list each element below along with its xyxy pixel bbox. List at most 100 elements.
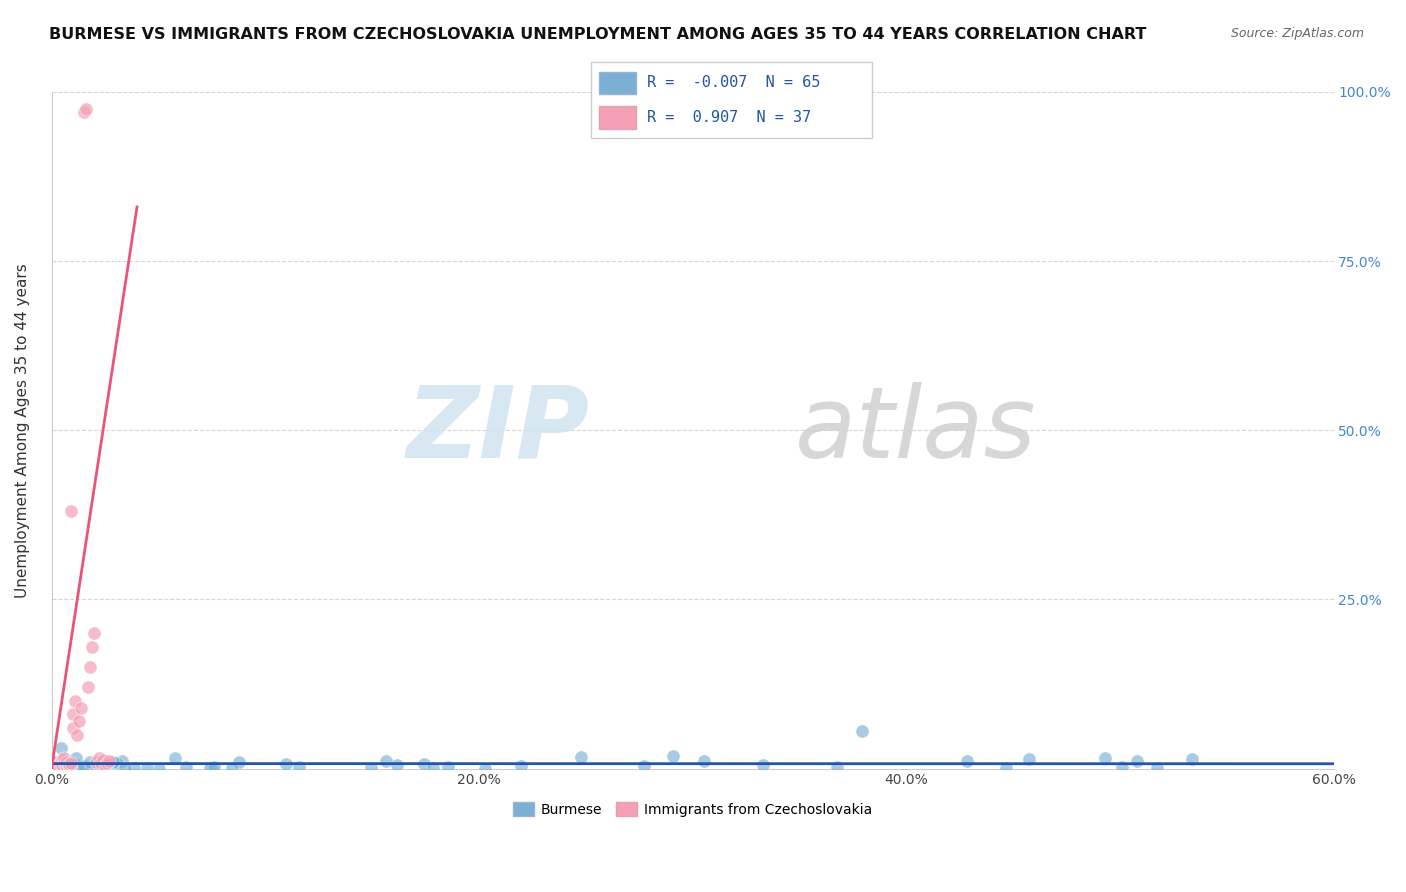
Point <box>375 754 398 768</box>
Point <box>136 761 159 775</box>
Point <box>51 754 73 768</box>
Point <box>59 756 82 770</box>
Point <box>46 757 69 772</box>
Point <box>59 756 82 771</box>
Point <box>437 760 460 774</box>
Point <box>87 751 110 765</box>
Point <box>51 752 73 766</box>
Point <box>228 755 250 769</box>
Point <box>91 754 114 768</box>
Point <box>994 761 1017 775</box>
Point <box>89 757 111 772</box>
Point <box>80 760 103 774</box>
Point <box>221 761 243 775</box>
Point <box>53 751 76 765</box>
Point <box>385 758 408 772</box>
Point <box>956 754 979 768</box>
Point <box>510 759 533 773</box>
Point <box>52 756 75 770</box>
Point <box>42 755 65 769</box>
Point <box>91 760 114 774</box>
Point <box>42 756 65 771</box>
Point <box>692 754 714 768</box>
Point <box>59 760 82 774</box>
Text: R =  0.907  N = 37: R = 0.907 N = 37 <box>647 111 811 125</box>
Point <box>59 756 82 771</box>
Point <box>202 760 225 774</box>
Point <box>114 761 136 775</box>
Point <box>59 504 82 518</box>
Point <box>42 756 65 770</box>
Point <box>72 105 94 120</box>
Point <box>1181 752 1204 766</box>
Point <box>51 758 73 772</box>
Point <box>633 759 655 773</box>
Point <box>90 756 112 771</box>
Point <box>569 750 592 764</box>
Point <box>55 755 77 769</box>
Point <box>111 754 134 768</box>
Point <box>1018 752 1040 766</box>
Legend: Burmese, Immigrants from Czechoslovakia: Burmese, Immigrants from Czechoslovakia <box>508 797 877 822</box>
Point <box>148 762 170 776</box>
Point <box>1111 760 1133 774</box>
Point <box>51 758 73 772</box>
Point <box>65 758 87 772</box>
Point <box>163 751 186 765</box>
Point <box>63 694 86 708</box>
Point <box>48 756 70 770</box>
Point <box>42 758 65 772</box>
Point <box>44 759 66 773</box>
Point <box>49 756 72 770</box>
Point <box>827 760 849 774</box>
Y-axis label: Unemployment Among Ages 35 to 44 years: Unemployment Among Ages 35 to 44 years <box>15 263 30 598</box>
Point <box>413 756 436 771</box>
Point <box>1146 761 1168 775</box>
Point <box>98 754 121 768</box>
FancyBboxPatch shape <box>599 106 636 129</box>
Point <box>201 761 224 775</box>
Point <box>82 640 104 654</box>
Point <box>96 756 118 770</box>
Point <box>70 700 93 714</box>
Point <box>67 714 90 729</box>
Point <box>79 755 101 769</box>
Point <box>62 721 84 735</box>
Point <box>105 756 128 770</box>
Text: BURMESE VS IMMIGRANTS FROM CZECHOSLOVAKIA UNEMPLOYMENT AMONG AGES 35 TO 44 YEARS: BURMESE VS IMMIGRANTS FROM CZECHOSLOVAKI… <box>49 27 1146 42</box>
Point <box>1125 754 1147 768</box>
Point <box>55 757 77 772</box>
Point <box>53 756 76 771</box>
Text: ZIP: ZIP <box>406 382 591 479</box>
Point <box>83 626 105 640</box>
Point <box>751 758 773 772</box>
Point <box>662 749 685 764</box>
Point <box>45 759 67 773</box>
Point <box>276 756 298 771</box>
Point <box>90 758 112 772</box>
Point <box>44 760 66 774</box>
Point <box>94 757 117 772</box>
Point <box>174 760 197 774</box>
Point <box>86 755 108 769</box>
Point <box>73 758 96 772</box>
Point <box>62 707 84 722</box>
Point <box>49 756 72 771</box>
Point <box>90 754 112 768</box>
Text: R =  -0.007  N = 65: R = -0.007 N = 65 <box>647 76 820 90</box>
Point <box>101 755 124 769</box>
Point <box>422 761 444 775</box>
Point <box>51 761 73 775</box>
Point <box>288 760 311 774</box>
Text: Source: ZipAtlas.com: Source: ZipAtlas.com <box>1230 27 1364 40</box>
Point <box>122 761 145 775</box>
FancyBboxPatch shape <box>599 71 636 95</box>
Text: atlas: atlas <box>794 382 1036 479</box>
Point <box>76 681 98 695</box>
Point <box>66 728 89 742</box>
Point <box>360 761 382 775</box>
Point <box>49 741 72 756</box>
Point <box>200 762 222 776</box>
Point <box>58 756 80 771</box>
Point <box>1094 751 1116 765</box>
